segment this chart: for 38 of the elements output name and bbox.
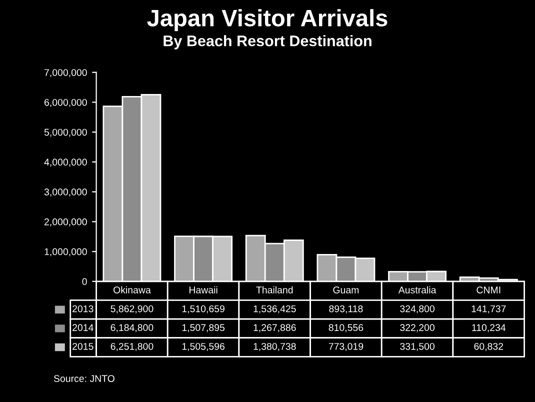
y-tick-label: 6,000,000 xyxy=(44,98,87,107)
source-note: Source: JNTO xyxy=(54,375,114,382)
x-tick-label: Guam xyxy=(333,286,359,294)
data-label: 324,800 xyxy=(400,305,434,314)
data-label: 141,737 xyxy=(472,305,506,314)
data-label: 810,556 xyxy=(328,324,364,332)
y-tick-label: 7,000,000 xyxy=(44,69,87,78)
x-tick-label: Okinawa xyxy=(114,286,151,294)
legend-label: 2015 xyxy=(72,342,94,350)
data-label: 1,510,659 xyxy=(182,305,224,314)
y-tick-label: 2,000,000 xyxy=(44,218,87,226)
legend-label: 2014 xyxy=(72,324,94,332)
y-tick-label: 1,000,000 xyxy=(44,248,87,256)
y-tick-label: 3,000,000 xyxy=(44,188,87,197)
data-label: 110,234 xyxy=(472,324,506,332)
chart-title: Japan Visitor Arrivals xyxy=(147,9,388,32)
data-label: 1,267,886 xyxy=(254,324,296,332)
legend-label: 2013 xyxy=(72,305,94,312)
data-label: 773,019 xyxy=(328,342,364,352)
data-label: 1,507,895 xyxy=(182,324,225,332)
data-label: 6,251,800 xyxy=(110,342,154,352)
x-tick-label: Hawaii xyxy=(190,286,218,294)
data-label: 1,505,596 xyxy=(182,342,224,352)
data-label: 1,536,425 xyxy=(254,305,296,314)
x-tick-label: CNMI xyxy=(476,286,500,294)
x-tick-label: Australia xyxy=(398,286,436,294)
data-label: 331,500 xyxy=(400,342,434,352)
data-label: 322,200 xyxy=(400,324,434,332)
data-label: 60,832 xyxy=(474,342,504,352)
data-label: 6,184,800 xyxy=(110,324,154,332)
data-label: 1,380,738 xyxy=(254,342,296,352)
x-tick-label: Thailand xyxy=(256,286,293,294)
data-label: 893,118 xyxy=(329,305,363,314)
data-label: 5,862,900 xyxy=(110,305,154,314)
chart-subtitle: By Beach Resort Destination xyxy=(164,35,372,50)
y-tick-label: 4,000,000 xyxy=(44,158,87,167)
y-tick-label: 5,000,000 xyxy=(44,128,87,137)
y-tick-label: 0 xyxy=(82,278,87,286)
